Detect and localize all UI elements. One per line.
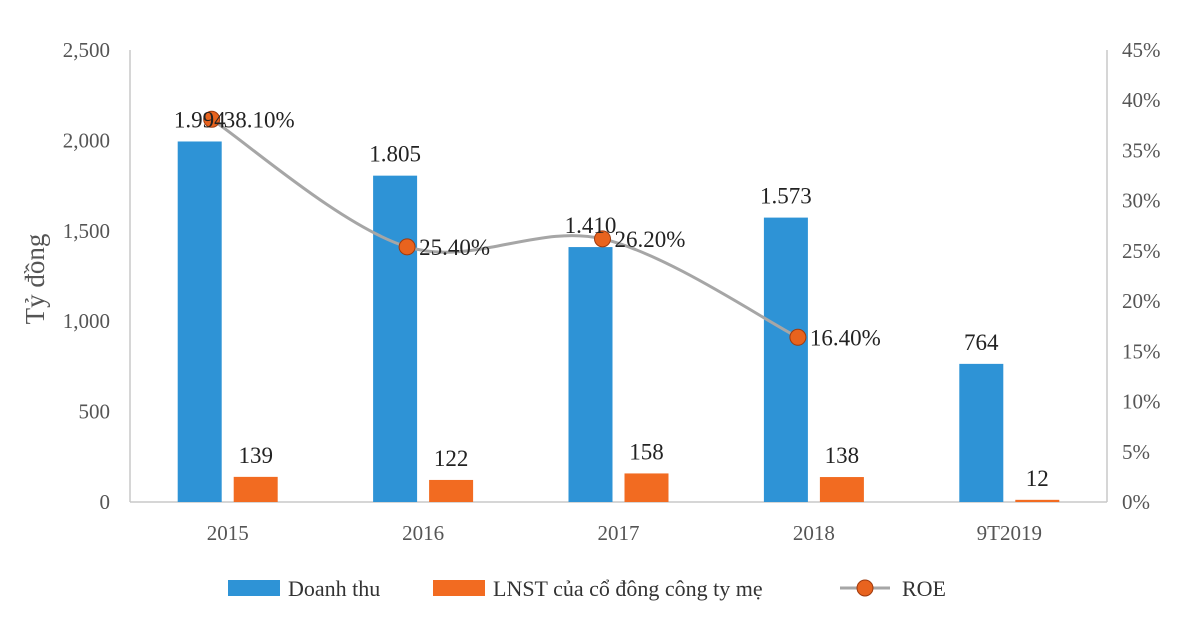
y-tick-left: 1,500 — [63, 219, 110, 243]
roe-line — [203, 110, 807, 346]
y-tick-right: 20% — [1122, 289, 1161, 313]
roe-marker — [594, 230, 611, 248]
data-label-lnst: 122 — [434, 446, 469, 471]
y-tick-left: 1,000 — [63, 309, 110, 333]
y-tick-right: 45% — [1122, 38, 1161, 62]
legend-label-roe: ROE — [902, 576, 946, 601]
data-label-lnst: 158 — [629, 439, 664, 464]
axes: 0 500 1,000 1,500 2,000 2,500 0% 5% 10% 15% 20% 25%… — [63, 38, 1161, 514]
y-axis-label: Tỷ đồng — [20, 234, 50, 325]
legend: Doanh thu LNST của cổ đông công ty mẹ ROE — [228, 576, 946, 601]
data-label-doanh-thu: 764 — [964, 330, 999, 355]
bar-doanh-thu — [763, 217, 808, 502]
data-labels: 1.994 1.805 1.410 1.573 764 139 122 158 138 12 38.… — [174, 107, 1049, 491]
legend-swatch-doanh-thu — [228, 580, 280, 596]
x-tick: 9T2019 — [977, 521, 1042, 545]
y-tick-right: 30% — [1122, 189, 1161, 213]
x-tick: 2018 — [793, 521, 835, 545]
y-tick-right: 0% — [1122, 490, 1150, 514]
data-label-roe: 16.40% — [810, 325, 881, 350]
y-tick-right: 40% — [1122, 88, 1161, 112]
bar-doanh-thu — [373, 175, 418, 502]
x-ticks: 2015 2016 2017 2018 9T2019 — [207, 521, 1042, 545]
bar-doanh-thu — [568, 247, 613, 502]
legend-label-lnst: LNST của cổ đông công ty mẹ — [493, 576, 763, 601]
y-tick-right: 5% — [1122, 440, 1150, 464]
data-label-doanh-thu: 1.805 — [369, 142, 421, 167]
bar-lnst — [819, 477, 864, 502]
data-label-roe: 25.40% — [419, 235, 490, 260]
y-tick-left: 2,500 — [63, 38, 110, 62]
bar-lnst — [624, 473, 669, 502]
data-label-doanh-thu: 1.573 — [760, 184, 812, 209]
data-label-lnst: 139 — [238, 443, 273, 468]
bar-doanh-thu — [177, 141, 222, 502]
legend-swatch-roe-marker — [856, 579, 874, 597]
data-label-roe: 38.10% — [224, 107, 295, 132]
data-label-doanh-thu: 1.410 — [565, 213, 617, 238]
y-tick-right: 25% — [1122, 239, 1161, 263]
bar-doanh-thu — [959, 363, 1004, 502]
data-label-roe: 26.20% — [615, 227, 686, 252]
data-label-lnst: 12 — [1026, 466, 1049, 491]
bar-lnst — [233, 476, 278, 502]
y-tick-left: 500 — [79, 400, 111, 424]
roe-marker — [789, 328, 807, 346]
bars — [177, 141, 1060, 502]
x-tick: 2017 — [598, 521, 640, 545]
roe-marker — [203, 110, 221, 128]
y-tick-left: 0 — [100, 490, 111, 514]
x-tick: 2015 — [207, 521, 249, 545]
legend-swatch-lnst — [433, 580, 485, 596]
bar-lnst — [429, 479, 474, 502]
roe-series-line — [210, 118, 799, 339]
roe-marker — [398, 238, 416, 256]
y-tick-left: 2,000 — [63, 128, 110, 152]
data-label-lnst: 138 — [825, 443, 860, 468]
data-label-doanh-thu: 1.994 — [174, 107, 226, 132]
y-tick-right: 10% — [1122, 390, 1161, 414]
y-tick-right: 35% — [1122, 138, 1161, 162]
y-tick-right: 15% — [1122, 339, 1161, 363]
legend-label-doanh-thu: Doanh thu — [288, 576, 380, 601]
x-tick: 2016 — [402, 521, 444, 545]
bar-lnst — [1015, 499, 1060, 502]
